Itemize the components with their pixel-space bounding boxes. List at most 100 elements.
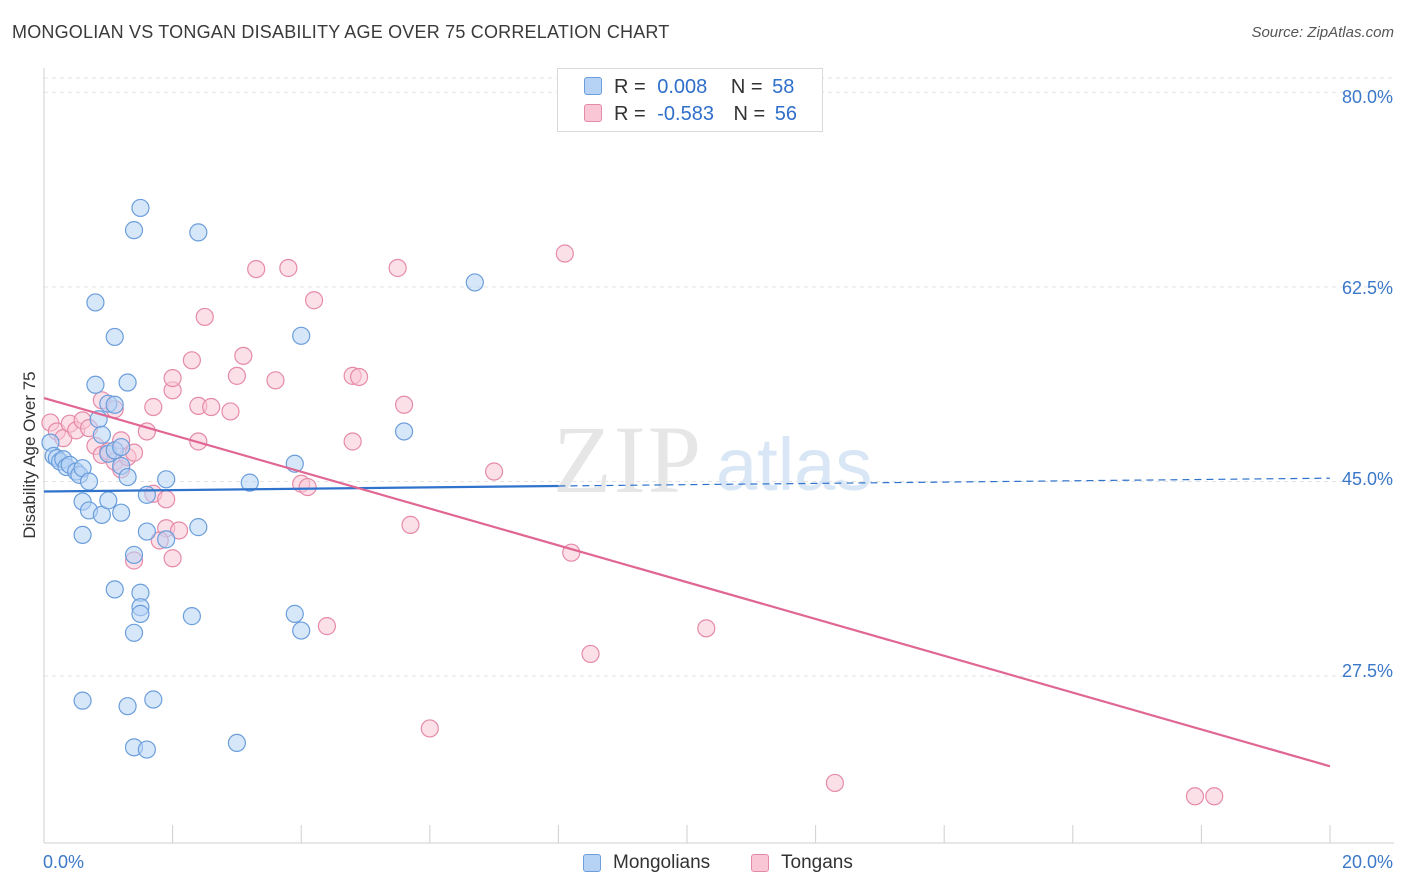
tongan-point xyxy=(202,397,221,417)
mongolians-legend-label: Mongolians xyxy=(613,852,711,873)
y-tick-label: 80.0% xyxy=(1341,87,1393,107)
mongolians-points xyxy=(41,198,484,759)
mongolians-swatch xyxy=(584,77,602,95)
tongan-point xyxy=(401,515,420,535)
mongolian-point xyxy=(157,470,176,489)
tongan-point xyxy=(697,619,716,638)
tongan-point xyxy=(343,432,362,451)
tongan-point xyxy=(581,644,600,664)
mongolian-point xyxy=(118,467,137,487)
tongan-point xyxy=(157,490,176,509)
mongolian-point xyxy=(86,375,105,394)
n-label: N = xyxy=(733,103,766,125)
mongolian-point xyxy=(86,293,105,312)
correlation-legend: R = 0.008 N = 58 R = -0.583 N = 56 xyxy=(557,68,823,132)
tongan-point xyxy=(555,244,574,263)
x-tick-label: 20.0% xyxy=(1341,852,1393,872)
mongolian-point xyxy=(137,740,156,759)
mongolian-point xyxy=(73,691,92,710)
mongolian-point xyxy=(189,518,208,537)
tongan-point xyxy=(234,346,253,365)
tongan-point xyxy=(485,462,504,481)
tongan-point xyxy=(221,402,240,421)
mongolian-point xyxy=(105,580,124,599)
r-value: -0.583 xyxy=(657,103,714,125)
mongolian-point xyxy=(118,697,137,716)
tongan-point xyxy=(182,351,201,370)
n-label: N = xyxy=(730,76,763,98)
watermark-atlas: atlas xyxy=(716,423,872,506)
mongolian-point xyxy=(137,485,156,504)
tongan-point xyxy=(163,549,182,568)
tongan-point xyxy=(394,395,414,414)
tongan-point xyxy=(266,371,285,390)
mongolian-point xyxy=(131,198,150,218)
mongolian-point xyxy=(292,326,311,345)
n-value: 58 xyxy=(772,76,795,98)
mongolians-legend-swatch xyxy=(583,854,601,872)
r-label: R = xyxy=(614,76,646,98)
trend-lines xyxy=(43,397,1331,768)
mongolian-point xyxy=(227,733,246,752)
mongolian-point xyxy=(118,373,137,392)
mongolian-point xyxy=(157,530,176,549)
mongolian-point xyxy=(124,221,144,240)
mongolian-point xyxy=(92,425,111,444)
tongan-point xyxy=(195,307,214,327)
tongan-point xyxy=(349,367,369,387)
tongan-point xyxy=(317,617,337,636)
mongolian-point xyxy=(182,607,201,626)
tongan-point xyxy=(163,368,182,388)
mongolian-point xyxy=(240,473,259,492)
tongan-point xyxy=(227,366,246,385)
axes xyxy=(43,68,1394,844)
mongolian-point xyxy=(131,604,150,623)
tongan-point xyxy=(388,258,407,278)
tongans-points xyxy=(41,244,1224,806)
mongolian-point xyxy=(99,491,118,510)
tongan-point xyxy=(304,291,324,310)
tongan-point xyxy=(298,477,317,497)
tongan-point xyxy=(420,719,439,738)
mongolian-point xyxy=(124,545,144,565)
mongolian-point xyxy=(124,623,144,642)
mongolian-point xyxy=(285,604,304,623)
watermark-zip: ZIP xyxy=(553,406,703,513)
y-tick-label: 45.0% xyxy=(1341,469,1393,489)
y-tick-label: 27.5% xyxy=(1341,661,1393,681)
mongolian-point xyxy=(112,503,131,522)
mongolian-point xyxy=(292,621,311,640)
tongans-trend-line xyxy=(43,397,1331,768)
mongolian-point xyxy=(105,395,124,414)
n-value: 56 xyxy=(774,103,798,125)
mongolian-point xyxy=(112,437,131,457)
tongan-point xyxy=(279,258,298,278)
mongolians-trend-line xyxy=(43,484,559,493)
mongolian-point xyxy=(137,522,156,541)
mongolian-point xyxy=(73,525,92,545)
tongan-point xyxy=(825,773,844,793)
tongans-legend-swatch xyxy=(751,854,769,872)
source-label: Source: ZipAtlas.com xyxy=(1251,24,1394,41)
x-tick-label: 0.0% xyxy=(43,852,85,872)
grid-lines xyxy=(44,77,1394,677)
mongolian-point xyxy=(79,472,99,491)
tongans-legend-label: Tongans xyxy=(781,852,853,873)
tongan-point xyxy=(169,521,189,540)
tongan-point xyxy=(1205,787,1224,806)
tongan-point xyxy=(1185,787,1205,806)
mongolians-trend-extension xyxy=(558,477,1331,487)
mongolian-point xyxy=(394,422,414,441)
mongolian-point xyxy=(105,327,124,347)
y-tick-label: 62.5% xyxy=(1341,278,1393,298)
tongan-point xyxy=(247,259,266,279)
mongolian-point xyxy=(189,223,208,242)
chart-title: MONGOLIAN VS TONGAN DISABILITY AGE OVER … xyxy=(12,22,670,42)
r-value: 0.008 xyxy=(657,76,708,98)
tongans-swatch xyxy=(584,104,602,122)
r-label: R = xyxy=(614,103,646,125)
tongan-point xyxy=(144,397,163,417)
watermark: ZIP atlas xyxy=(553,406,872,513)
mongolian-point xyxy=(465,273,484,292)
